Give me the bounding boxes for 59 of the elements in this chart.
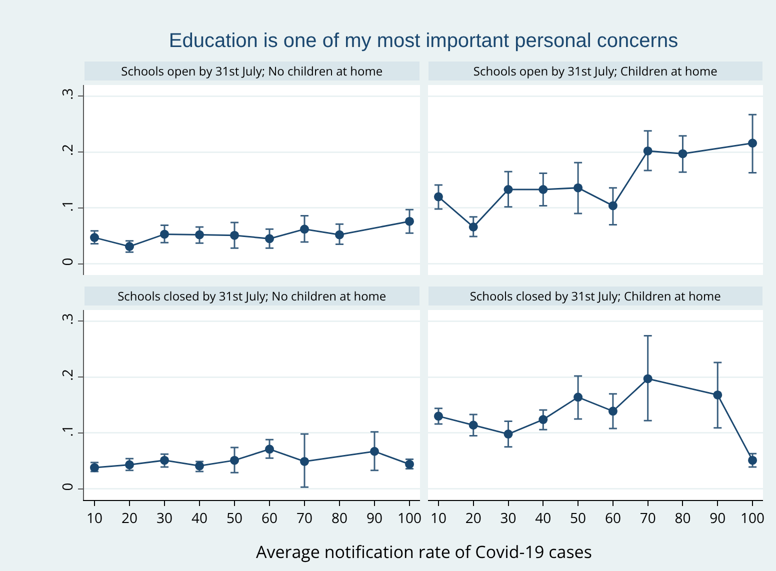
point — [608, 406, 618, 416]
point — [713, 390, 722, 400]
x-tick-label: 100 — [740, 508, 765, 528]
x-tick-label: 90 — [366, 508, 383, 528]
y-tick-label: .1 — [58, 424, 78, 437]
point — [504, 185, 513, 194]
x-tick-label: 70 — [640, 508, 656, 528]
y-tick-label: .3 — [58, 88, 78, 100]
x-tick-label: 80 — [331, 508, 348, 528]
point — [608, 201, 618, 210]
chart-title: Schools open by 31st July; Children at home — [473, 62, 718, 80]
point — [195, 230, 204, 240]
x-tick-label: 80 — [674, 508, 691, 528]
point — [538, 185, 548, 194]
x-tick-label: 30 — [500, 508, 516, 528]
point — [265, 234, 274, 244]
y-tick-label: .3 — [58, 313, 78, 325]
point — [538, 415, 548, 424]
x-tick-label: 90 — [710, 508, 726, 528]
x-tick-label: 20 — [465, 508, 482, 528]
y-tick-label: .2 — [58, 369, 78, 381]
y-tick-label: .2 — [58, 144, 78, 156]
chart-title: Schools closed by 31st July; Children at home — [470, 288, 722, 304]
x-tick-label: 30 — [156, 508, 173, 528]
x-tick-label: 40 — [535, 508, 552, 528]
point — [678, 149, 688, 158]
text: Education is one of my most important personal concerns — [168, 30, 680, 53]
point — [748, 456, 758, 465]
x-axis-title: Average notification rate of Covid-19 cases — [256, 540, 592, 563]
point — [574, 392, 583, 402]
point — [434, 412, 443, 421]
point — [230, 230, 239, 240]
point — [504, 430, 513, 439]
x-tick-label: 10 — [430, 508, 446, 528]
point — [643, 374, 652, 384]
x-tick-label: 60 — [604, 508, 621, 528]
y-tick-label: 0 — [58, 258, 78, 266]
x-tick-label: 60 — [261, 508, 278, 528]
x-tick-label: 40 — [191, 508, 208, 528]
y-tick-label: .1 — [58, 200, 78, 212]
point — [335, 230, 344, 240]
x-tick-label: 70 — [296, 508, 313, 528]
x-tick-label: 50 — [570, 508, 586, 528]
point — [468, 222, 478, 232]
chart-title: Schools closed by 31st July; No children at home — [118, 288, 386, 304]
point — [643, 146, 652, 156]
x-tick-label: 20 — [121, 508, 138, 528]
point — [574, 183, 583, 192]
point — [468, 420, 478, 430]
x-tick-label: 100 — [397, 508, 422, 528]
x-tick-label: 10 — [86, 508, 103, 528]
point — [160, 230, 169, 239]
point — [405, 216, 414, 226]
point — [434, 192, 443, 202]
point — [748, 138, 758, 148]
x-tick-label: 50 — [226, 508, 243, 528]
chart-title: Schools open by 31st July; No children at home — [121, 62, 383, 80]
y-tick-label: 0 — [58, 482, 78, 491]
point — [300, 224, 309, 234]
